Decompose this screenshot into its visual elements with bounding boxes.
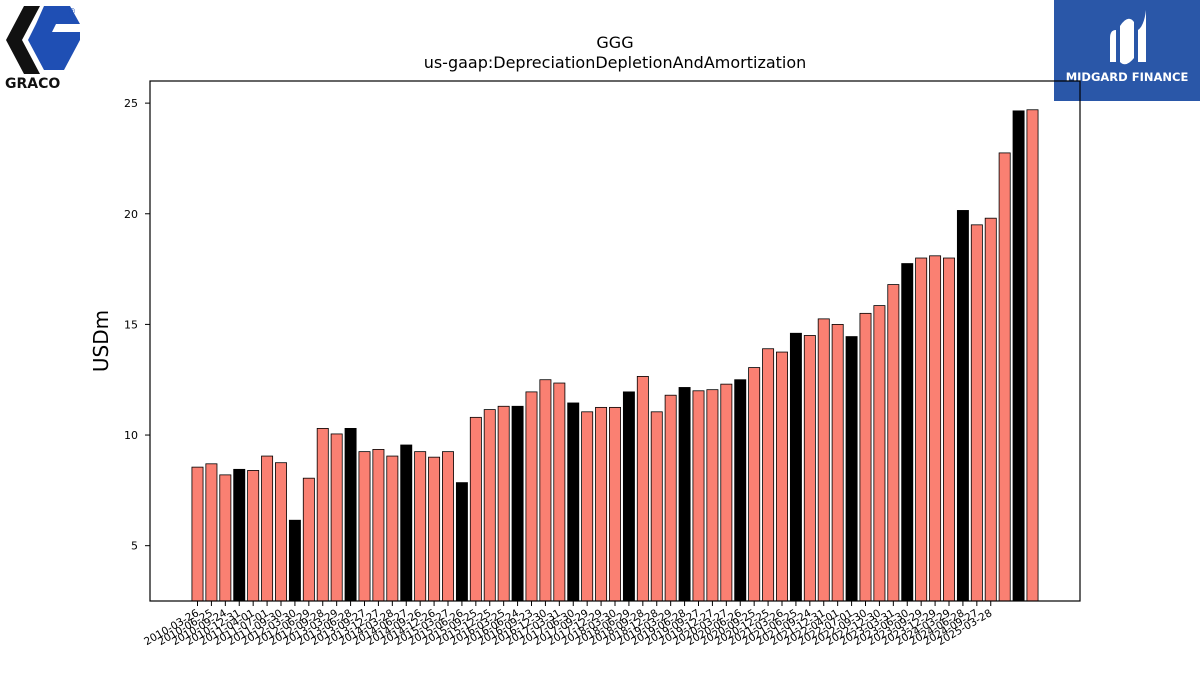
bar-54: [943, 257, 955, 602]
bar-19: [455, 482, 468, 602]
bar-27: [567, 402, 580, 602]
bar-28: [581, 411, 594, 602]
graco-logo-blue-g: [28, 6, 80, 70]
bar-44: [803, 335, 816, 602]
bar-13: [372, 449, 385, 602]
bar-25: [539, 379, 552, 602]
bar-34: [664, 394, 677, 602]
bar-14: [386, 455, 399, 602]
y-tick-label-1: 10: [124, 429, 138, 442]
y-tick-label-3: 20: [124, 208, 138, 221]
bar-49: [873, 305, 886, 602]
midgard-wordmark: MIDGARD FINANCE: [1066, 70, 1189, 84]
bar-29: [595, 406, 608, 602]
bar-18: [442, 451, 454, 602]
y-tick-label-4: 25: [124, 97, 138, 110]
bar-39: [734, 379, 747, 602]
bar-35: [678, 387, 691, 602]
bar-15: [400, 444, 413, 602]
chart-title: GGG: [596, 33, 633, 52]
bar-36: [692, 390, 705, 602]
bar-50: [887, 284, 900, 602]
bar-47: [845, 336, 858, 602]
bar-11: [344, 427, 357, 602]
y-axis-label: USDm: [89, 310, 113, 372]
bar-30: [609, 406, 621, 602]
midgard-logo-mark-left: [1110, 30, 1116, 62]
graco-wordmark: GRACO: [5, 76, 60, 90]
bar-48: [859, 312, 872, 602]
y-tick-label-0: 5: [131, 540, 138, 553]
bar-6: [275, 462, 287, 602]
graco-logo-black-chevron: [6, 6, 40, 74]
bars-group: [191, 109, 1039, 602]
bar-3: [233, 468, 246, 602]
bar-7: [288, 519, 301, 602]
bar-4: [247, 470, 260, 602]
midgard-logo-mark-right: [1138, 10, 1146, 62]
bar-41: [762, 348, 775, 602]
bar-9: [316, 427, 329, 602]
bar-33: [650, 411, 663, 602]
bar-37: [706, 389, 719, 602]
bar-51: [901, 263, 914, 602]
bar-26: [553, 382, 566, 602]
bar-58: [998, 152, 1011, 602]
bar-57: [984, 217, 997, 602]
midgard-finance-logo: MIDGARD FINANCE: [1054, 0, 1200, 101]
bar-20: [469, 416, 482, 602]
chart-subtitle: us-gaap:DepreciationDepletionAndAmortiza…: [424, 53, 807, 72]
bar-52: [915, 257, 928, 602]
bar-21: [483, 409, 496, 602]
bar-40: [748, 367, 761, 602]
bar-23: [511, 405, 524, 602]
y-tick-label-2: 15: [124, 318, 138, 331]
bar-60: [1026, 109, 1039, 602]
midgard-logo-mark-center: [1120, 18, 1134, 65]
graco-logo: ® GRACO: [4, 4, 82, 92]
bar-42: [776, 351, 788, 602]
bar-38: [720, 383, 733, 602]
bar-5: [261, 455, 274, 602]
bar-55: [956, 210, 969, 602]
bar-12: [358, 451, 371, 602]
bar-22: [497, 405, 510, 602]
bar-31: [622, 391, 635, 602]
plot-frame: [149, 80, 1081, 602]
x-axis: 2010-03-262010-06-252010-09-242010-12-31…: [142, 601, 994, 648]
bar-45: [817, 318, 830, 602]
bar-56: [970, 224, 983, 602]
bar-10: [330, 433, 343, 602]
bar-32: [636, 375, 649, 602]
bar-0: [191, 466, 204, 602]
bar-24: [525, 391, 538, 602]
bar-2: [219, 474, 232, 602]
bar-1: [205, 463, 218, 602]
bar-17: [428, 456, 441, 602]
bar-59: [1012, 110, 1025, 602]
y-axis: 5 10 15 20 25: [124, 97, 150, 553]
bar-8: [302, 477, 315, 602]
bar-43: [789, 332, 802, 602]
bar-46: [831, 323, 844, 602]
bar-53: [929, 255, 942, 602]
graco-registered-mark: ®: [68, 7, 76, 16]
bar-16: [414, 451, 427, 602]
